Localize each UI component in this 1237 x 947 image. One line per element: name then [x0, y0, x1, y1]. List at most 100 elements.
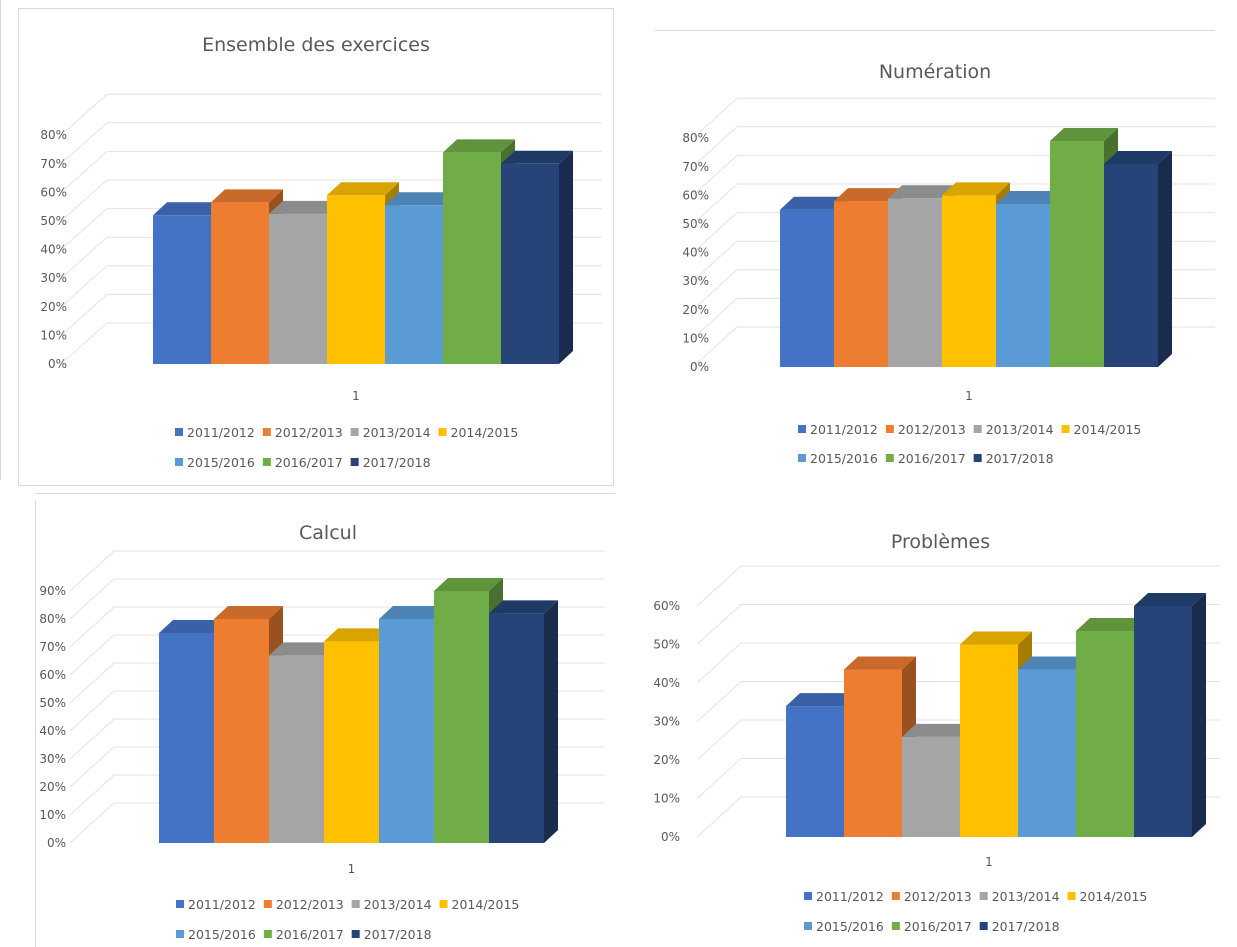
bar-front [324, 641, 379, 843]
legend-entry: 2014/2015 [438, 425, 518, 440]
bar-2011-2012 [159, 620, 228, 843]
legend-label: 2012/2013 [904, 889, 972, 904]
legend-label: 2014/2015 [452, 897, 520, 912]
gridline-floor [692, 97, 738, 139]
legend-entry: 2014/2015 [1061, 422, 1141, 437]
y-tick-label: 80% [39, 612, 66, 626]
bar-top [379, 606, 448, 619]
bar-side [559, 150, 573, 364]
legend-label: 2012/2013 [898, 422, 966, 437]
x-category-label: 1 [348, 862, 356, 876]
gridline-floor [69, 550, 115, 592]
legend-label: 2015/2016 [188, 927, 256, 942]
legend-swatch [891, 892, 900, 900]
gridline-floor [69, 746, 115, 788]
gridline-floor [69, 634, 115, 676]
y-tick-label: 60% [682, 188, 709, 202]
legend-entry: 2012/2013 [263, 897, 344, 912]
bar-front [379, 619, 434, 843]
bar-side [1158, 150, 1172, 367]
bar-front [159, 633, 214, 843]
chart-title: Problèmes [891, 531, 990, 553]
bar-front [942, 195, 996, 367]
gridline-floor [692, 155, 738, 196]
legend-swatch [1067, 892, 1076, 900]
legend-entry: 2017/2018 [351, 927, 432, 942]
y-tick-label: 50% [682, 217, 709, 231]
bar-front [269, 213, 327, 364]
legend-entry: 2012/2013 [885, 422, 966, 437]
chart-panel-ensemble: Ensemble des exercices 0% 10% 20% 30% 40% 50% 6… [18, 8, 614, 486]
legend-swatch [350, 428, 359, 436]
y-tick-label: 60% [40, 185, 67, 199]
legend-swatch [263, 900, 272, 908]
legend-label: 2016/2017 [276, 927, 344, 942]
legend-swatch [973, 425, 982, 433]
y-tick-label: 70% [40, 157, 67, 171]
gridline-floor [69, 662, 115, 704]
y-tick-label: 70% [682, 160, 709, 174]
legend-entry: 2014/2015 [1067, 889, 1148, 904]
y-tick-label: 10% [40, 328, 67, 342]
y-tick-label: 10% [39, 808, 66, 822]
legend-entry: 2011/2012 [798, 422, 878, 437]
legend-label: 2014/2015 [1080, 889, 1148, 904]
gridline-floor [60, 93, 108, 136]
legend-label: 2011/2012 [816, 889, 884, 904]
bar-2017-2018 [1104, 150, 1172, 367]
x-category-label: 1 [352, 389, 360, 403]
bar-top [902, 723, 974, 737]
bar-top [780, 196, 848, 210]
chart-title: Calcul [299, 522, 357, 544]
gridline-floor [60, 179, 108, 222]
bar-top [211, 189, 283, 203]
legend-label: 2011/2012 [187, 425, 255, 440]
y-tick-label: 0% [690, 360, 709, 374]
legend-label: 2013/2014 [364, 897, 432, 912]
legend-swatch [351, 900, 360, 908]
legend-swatch [175, 428, 183, 436]
legend-swatch [351, 930, 360, 938]
y-tick-label: 20% [39, 780, 66, 794]
legend-swatch [176, 900, 184, 908]
gridline-floor [60, 265, 108, 308]
legend-swatch [973, 454, 982, 462]
gridline-floor [696, 719, 742, 761]
bar-top [996, 190, 1064, 204]
gridline-floor [692, 326, 738, 368]
y-tick-label: 30% [682, 274, 709, 288]
gridline-floor [60, 236, 108, 279]
gridline-floor [692, 240, 738, 282]
gridline-floor [60, 294, 108, 336]
chart-title: Numération [879, 61, 991, 83]
legend-entry: 2012/2013 [262, 425, 343, 440]
chart-panel-problemes: Problèmes 0% 10% 20% 30% 40% 50% 60% 1 2011/2012 2… [648, 510, 1233, 947]
legend-entry: 2011/2012 [176, 897, 256, 912]
bar-front [888, 198, 942, 367]
legend-label: 2015/2016 [187, 455, 255, 470]
legend-swatch [438, 428, 447, 436]
x-category-label: 1 [985, 855, 993, 869]
bar-front [996, 203, 1050, 367]
legend-swatch [804, 892, 812, 900]
legend-label: 2015/2016 [810, 451, 878, 466]
y-tick-label: 20% [40, 300, 67, 314]
legend-entry: 2013/2014 [979, 889, 1060, 904]
y-tick-label: 30% [40, 271, 67, 285]
bar-front [1018, 669, 1076, 837]
chart-numeration: Numération 0% 10% 20% 30% 40% 50% 60% 70% 80% 1 201… [682, 61, 1215, 466]
bar-top [269, 200, 341, 214]
legend-swatch [798, 454, 806, 462]
bar-front [327, 195, 385, 364]
y-tick-label: 80% [682, 131, 709, 145]
legend-entry: 2013/2014 [351, 897, 432, 912]
chart-ensemble: Ensemble des exercices 0% 10% 20% 30% 40% 50% 6… [40, 34, 602, 470]
gridline-floor [696, 565, 742, 607]
gridline-floor [69, 802, 115, 844]
legend-entry: 2015/2016 [804, 919, 884, 934]
bar-top [844, 656, 916, 670]
y-tick-label: 40% [40, 243, 67, 257]
legend-swatch [262, 458, 271, 466]
y-tick-label: 40% [682, 246, 709, 260]
legend-swatch [885, 454, 894, 462]
